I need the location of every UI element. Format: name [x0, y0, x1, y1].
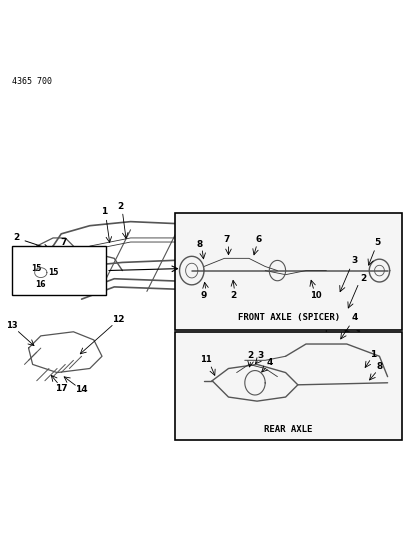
- Text: 2: 2: [52, 248, 58, 257]
- Text: 7: 7: [223, 236, 230, 245]
- Text: 17: 17: [55, 384, 67, 393]
- Text: 8: 8: [376, 362, 383, 371]
- Text: 2: 2: [117, 201, 124, 211]
- Text: 15: 15: [48, 268, 58, 277]
- Text: 7: 7: [60, 238, 67, 247]
- Text: 1: 1: [101, 207, 107, 216]
- Text: 3: 3: [257, 351, 264, 360]
- Text: 2: 2: [247, 351, 254, 360]
- Text: FRONT AXLE (SPICER): FRONT AXLE (SPICER): [237, 313, 340, 322]
- Text: 2: 2: [231, 290, 237, 300]
- Bar: [175, 213, 402, 330]
- Text: 14: 14: [75, 385, 88, 394]
- Text: 4: 4: [266, 358, 273, 367]
- Text: REAR AXLE: REAR AXLE: [264, 425, 313, 434]
- Text: 6: 6: [256, 236, 262, 245]
- Bar: [12, 246, 106, 295]
- Text: 4: 4: [352, 313, 358, 322]
- Text: 5: 5: [374, 238, 381, 247]
- Text: 12: 12: [112, 315, 124, 324]
- Text: 8: 8: [197, 239, 203, 248]
- Text: 4365 700: 4365 700: [12, 77, 52, 86]
- Text: 2: 2: [360, 274, 366, 283]
- Text: 1: 1: [370, 350, 377, 359]
- Text: 9: 9: [201, 290, 207, 300]
- Text: 10: 10: [310, 290, 322, 300]
- Text: 16: 16: [35, 280, 46, 289]
- Text: 2: 2: [13, 233, 20, 243]
- Text: 15: 15: [31, 264, 42, 273]
- Text: 3: 3: [352, 256, 358, 265]
- Text: 13: 13: [7, 321, 18, 330]
- Text: 11: 11: [200, 355, 212, 364]
- Bar: [175, 332, 402, 440]
